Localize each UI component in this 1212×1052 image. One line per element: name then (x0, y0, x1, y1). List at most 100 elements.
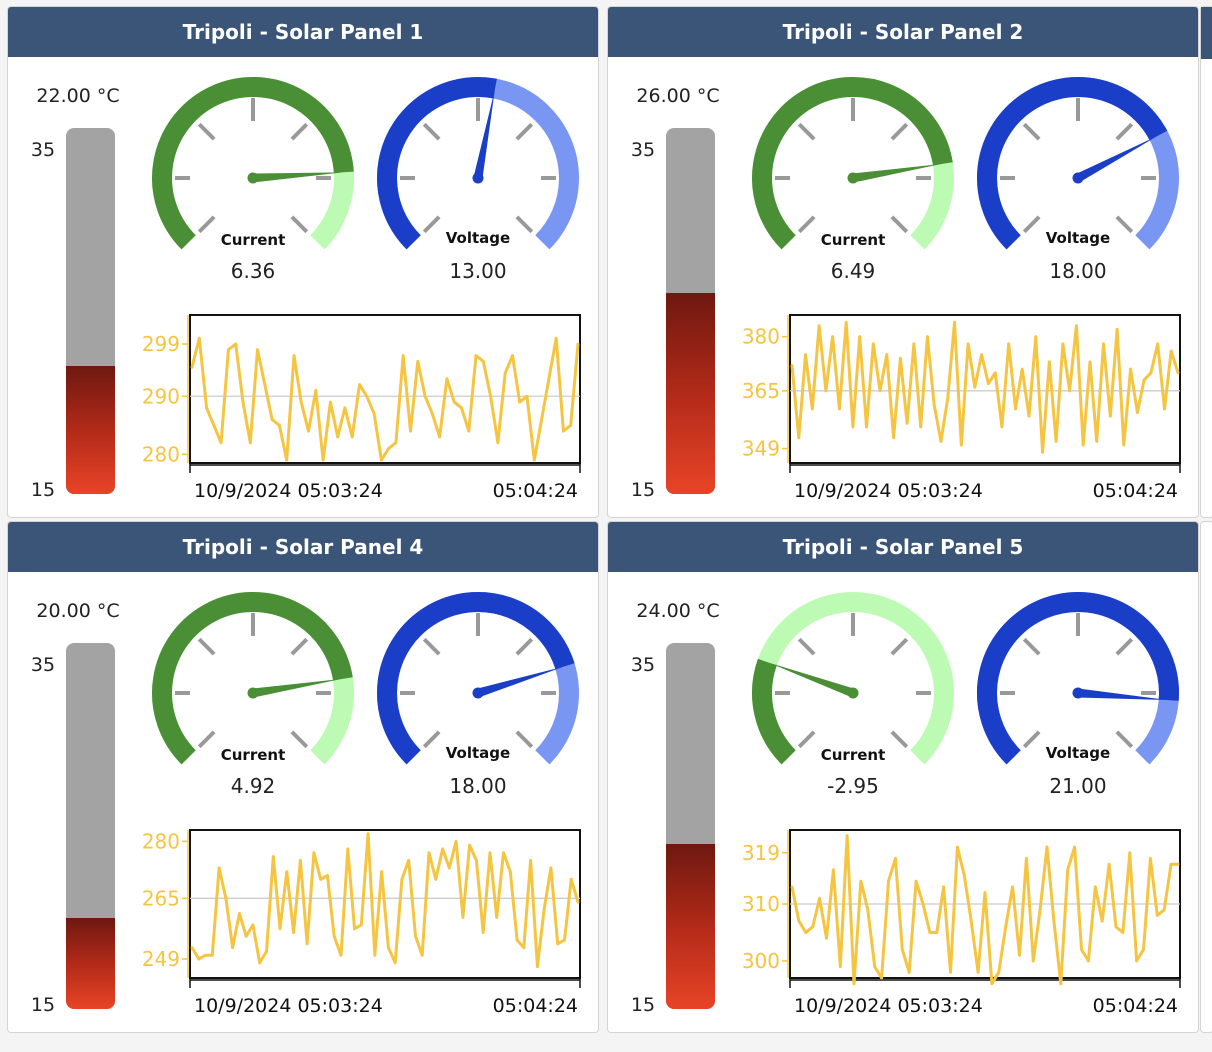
chart-point (441, 847, 444, 851)
chart-point (878, 389, 882, 393)
chart-point (1004, 925, 1008, 929)
chart-point (394, 441, 398, 445)
chart-point (256, 348, 259, 352)
voltage-gauge-level (977, 592, 1179, 765)
current-gauge-tick (290, 122, 309, 141)
chart-point (811, 925, 815, 929)
chart-point (258, 961, 262, 965)
chart-point (928, 931, 932, 934)
chart-point (312, 851, 316, 855)
chart-point (1163, 407, 1166, 411)
voltage-gauge-tick (515, 215, 534, 234)
history-line-chart: 380 365 349 10/9/2024 05:03:24 05:04:24 (608, 297, 1198, 517)
next-panel-header-edge (1201, 7, 1212, 59)
chart-point (508, 870, 512, 874)
chart-point (1088, 360, 1092, 364)
chart-point (804, 353, 807, 357)
chart-point (234, 342, 238, 346)
chart-point (976, 970, 980, 974)
chart-point (1081, 443, 1085, 447)
panel-title: Tripoli - Solar Panel 5 (608, 522, 1198, 574)
temperature-value: 20.00 °C (36, 600, 120, 622)
current-gauge-dial (152, 77, 354, 250)
solar-panel-card: Tripoli - Solar Panel 1 22.00 °C 35 15 C… (7, 6, 599, 518)
current-gauge: Current -2.95 (748, 588, 958, 798)
chart-point (871, 342, 875, 346)
chart-point (353, 927, 356, 931)
chart-point (549, 866, 553, 870)
chart-y-tick-label: 380 (742, 325, 780, 349)
panel-title: Tripoli - Solar Panel 4 (8, 522, 598, 574)
chart-y-tick-label: 300 (742, 949, 780, 973)
current-gauge-tick (290, 637, 309, 656)
chart-point (966, 342, 970, 346)
chart-point (496, 441, 500, 445)
voltage-gauge-tick (1022, 122, 1041, 141)
thermometer-fill (66, 917, 115, 1009)
voltage-gauge: Voltage 21.00 (973, 588, 1183, 798)
current-gauge-label: Current (220, 746, 286, 764)
chart-point (1169, 862, 1173, 866)
thermometer-min-label: 15 (630, 479, 656, 501)
chart-point (1135, 959, 1139, 963)
chart-point (1176, 371, 1180, 375)
current-gauge-value: 6.49 (830, 259, 876, 283)
chart-point (380, 870, 384, 874)
history-line-chart: 319 310 300 10/9/2024 05:03:24 05:04:24 (608, 812, 1198, 1032)
chart-point (569, 423, 573, 427)
chart-point (949, 970, 952, 974)
chart-point (1007, 342, 1011, 346)
chart-y-tick-label: 280 (142, 442, 180, 466)
chart-point (241, 400, 245, 404)
chart-series-line (790, 320, 1180, 454)
chart-point (569, 877, 573, 881)
chart-point (205, 406, 208, 410)
voltage-gauge-needle (476, 666, 565, 698)
chart-point (818, 896, 821, 900)
chart-point (1073, 845, 1077, 849)
chart-point (427, 851, 431, 855)
current-gauge-value: 6.36 (230, 259, 276, 283)
chart-point (946, 396, 950, 400)
chart-point (1129, 367, 1132, 371)
chart-point (554, 336, 558, 340)
chart-point (474, 354, 478, 358)
chart-point (542, 908, 546, 912)
chart-point (1000, 425, 1004, 429)
voltage-gauge-tick (1022, 730, 1041, 749)
current-gauge-hub (847, 687, 859, 699)
temperature-value: 22.00 °C (36, 85, 120, 107)
chart-point (880, 976, 884, 980)
chart-point (416, 360, 420, 363)
voltage-gauge-tick (422, 122, 441, 141)
voltage-gauge-tick (422, 730, 441, 749)
chart-point (866, 908, 870, 912)
chart-point (962, 874, 966, 877)
voltage-gauge-tick (1115, 215, 1134, 234)
chart-y-tick-label: 299 (142, 332, 180, 356)
current-gauge-dial (752, 77, 954, 250)
chart-point (518, 400, 522, 404)
voltage-gauge-tick (1022, 215, 1041, 234)
chart-point (983, 891, 987, 895)
chart-point (420, 953, 424, 957)
current-gauge-hub (247, 172, 259, 184)
voltage-gauge-tick (1115, 122, 1134, 141)
chart-point (319, 877, 323, 881)
chart-point (804, 931, 808, 934)
temperature-thermometer (66, 643, 115, 1009)
chart-point (1080, 948, 1083, 951)
chart-point (488, 851, 492, 855)
current-gauge-label: Current (820, 746, 886, 764)
chart-point (204, 953, 207, 957)
current-gauge-tick (890, 122, 909, 141)
chart-point (212, 423, 216, 427)
solar-panel-card: Tripoli - Solar Panel 4 20.00 °C 35 15 C… (7, 521, 599, 1033)
chart-point (299, 400, 303, 404)
chart-point (409, 429, 412, 433)
thermometer-min-label: 15 (30, 994, 56, 1016)
chart-point (373, 953, 377, 957)
thermometer-fill (666, 292, 715, 494)
chart-series-line (190, 832, 580, 969)
chart-point (285, 870, 289, 874)
